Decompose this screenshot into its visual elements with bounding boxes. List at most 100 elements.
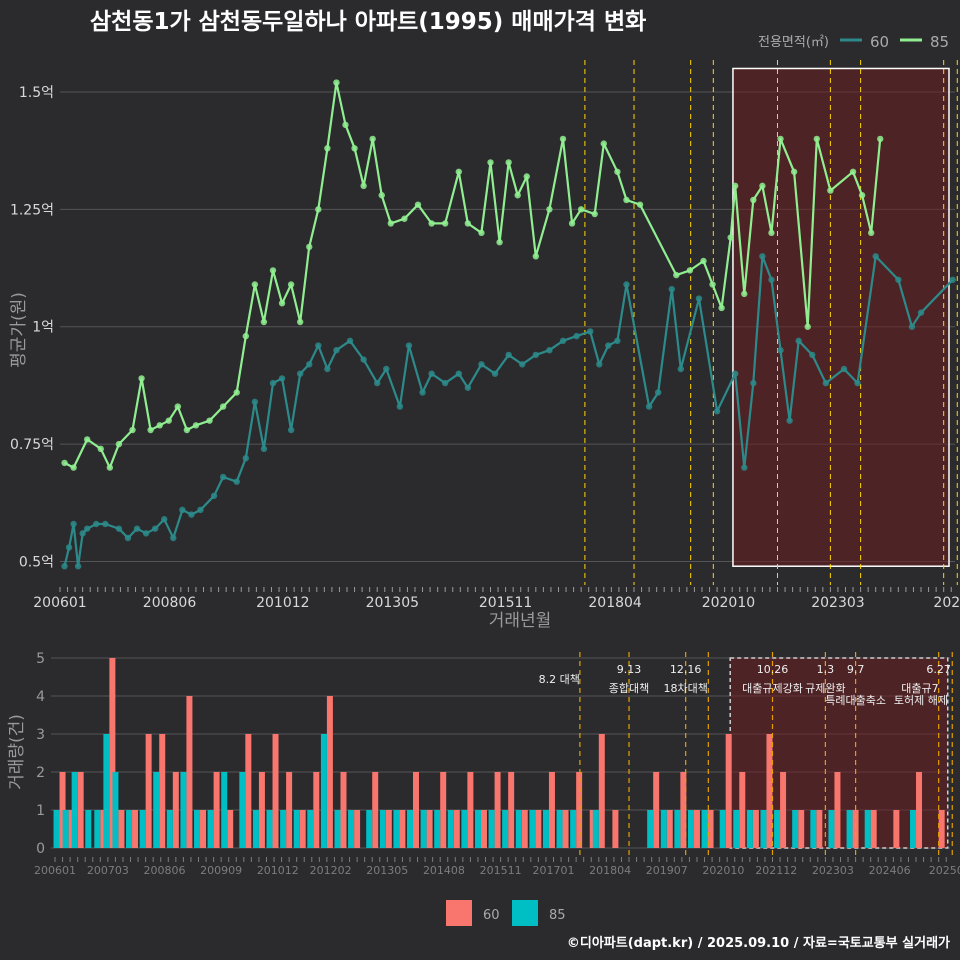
bar-85 xyxy=(461,810,468,848)
chart-title: 삼천동1가 삼천동두일하나 아파트(1995) 매매가격 변화 xyxy=(90,9,646,35)
series-point-85 xyxy=(287,281,295,288)
bar-85 xyxy=(180,772,187,848)
series-point-60 xyxy=(795,337,802,345)
bar-60 xyxy=(480,810,487,848)
series-point-60 xyxy=(732,370,739,377)
series-point-85 xyxy=(858,192,866,199)
series-point-60 xyxy=(102,520,109,528)
series-point-85 xyxy=(387,220,395,227)
series-point-85 xyxy=(115,440,123,448)
series-point-85 xyxy=(147,426,154,434)
bar-85 xyxy=(239,772,246,848)
series-point-60 xyxy=(405,342,413,349)
series-point-60 xyxy=(519,361,526,368)
bar-85 xyxy=(166,810,173,848)
series-point-85 xyxy=(496,239,503,246)
policy-date-label: 1.3 xyxy=(817,663,835,676)
policy-name-label: 18차대책 xyxy=(663,682,707,695)
policy-date-label: 6.27 xyxy=(926,663,951,676)
bar-85 xyxy=(221,772,228,848)
series-point-60 xyxy=(605,342,612,349)
bottom-legend: 60 85 xyxy=(446,900,566,926)
series-point-85 xyxy=(106,464,114,471)
series-point-85 xyxy=(600,140,607,147)
bar-60 xyxy=(68,810,75,848)
bar-85 xyxy=(207,810,214,848)
top-x-tick-label: 201804 xyxy=(588,595,642,611)
series-point-85 xyxy=(568,220,576,227)
series-point-85 xyxy=(378,192,385,199)
bar-60 xyxy=(399,810,406,848)
bar-85 xyxy=(864,810,871,848)
series-point-85 xyxy=(686,267,694,274)
bar-85 xyxy=(556,810,563,848)
series-point-85 xyxy=(138,375,145,382)
bottom-legend-label-85: 85 xyxy=(549,908,566,923)
series-point-85 xyxy=(523,173,530,180)
bar-85 xyxy=(701,810,708,848)
bar-60 xyxy=(299,810,306,848)
bar-85 xyxy=(126,810,133,848)
series-point-60 xyxy=(115,525,123,532)
top-x-tick-label: 202303 xyxy=(811,595,864,611)
legend-swatch-60 xyxy=(446,900,472,926)
series-point-85 xyxy=(768,229,775,237)
series-point-85 xyxy=(296,318,304,326)
series-point-60 xyxy=(455,370,462,377)
series-point-85 xyxy=(877,135,884,143)
series-point-60 xyxy=(188,511,195,518)
bar-60 xyxy=(385,810,392,848)
bottom-x-tick-label: 200806 xyxy=(144,864,186,877)
top-y-axis-title: 평균가(원) xyxy=(9,292,29,368)
bar-85 xyxy=(474,810,481,848)
series-point-60 xyxy=(396,403,404,410)
series-point-60 xyxy=(346,337,354,345)
bar-85 xyxy=(348,810,355,848)
bottom-x-tick-label: 200601 xyxy=(34,864,76,877)
series-point-85 xyxy=(129,426,136,434)
policy-name-label: 규제완화 xyxy=(805,682,845,695)
bar-60 xyxy=(798,810,805,848)
series-point-60 xyxy=(383,365,390,373)
series-point-85 xyxy=(242,332,249,340)
legend-label-85: 85 xyxy=(930,33,949,51)
series-point-85 xyxy=(183,426,191,434)
series-point-60 xyxy=(505,351,512,359)
bar-60 xyxy=(852,810,859,848)
series-point-85 xyxy=(464,220,472,227)
series-point-60 xyxy=(142,530,150,537)
top-y-tick-label: 0.75억 xyxy=(10,437,54,453)
bar-60 xyxy=(258,772,265,848)
footer-credit: ©디아파트(dapt.kr) / 2025.09.10 / 자료=국토교통부 실… xyxy=(567,935,950,951)
bar-60 xyxy=(725,734,732,848)
bar-85 xyxy=(542,810,549,848)
bar-85 xyxy=(85,810,92,848)
bar-85 xyxy=(733,810,740,848)
legend-swatch-85 xyxy=(512,900,538,926)
bottom-x-tick-label: 20250 xyxy=(929,864,960,877)
series-point-60 xyxy=(83,525,91,532)
bottom-x-tick-label: 202406 xyxy=(869,864,911,877)
series-point-85 xyxy=(324,145,331,152)
bar-60 xyxy=(440,772,447,848)
bar-60 xyxy=(816,810,823,848)
series-point-85 xyxy=(867,229,875,237)
bar-85 xyxy=(792,810,799,848)
series-point-60 xyxy=(713,408,721,415)
top-x-axis-title: 거래년월 xyxy=(489,611,552,631)
bar-85 xyxy=(447,810,454,848)
policy-date-label: 9.7 xyxy=(847,663,865,676)
bar-60 xyxy=(413,772,419,848)
series-point-85 xyxy=(636,201,644,208)
bar-60 xyxy=(426,810,433,848)
bottom-x-tick-label: 202010 xyxy=(702,864,744,877)
series-point-85 xyxy=(777,135,784,143)
bar-85 xyxy=(320,734,327,848)
bar-85 xyxy=(280,810,287,848)
bar-60 xyxy=(59,772,66,848)
series-point-85 xyxy=(732,182,739,190)
series-point-85 xyxy=(673,271,680,279)
bar-60 xyxy=(109,658,116,848)
bar-60 xyxy=(752,810,759,848)
bar-85 xyxy=(334,810,341,848)
